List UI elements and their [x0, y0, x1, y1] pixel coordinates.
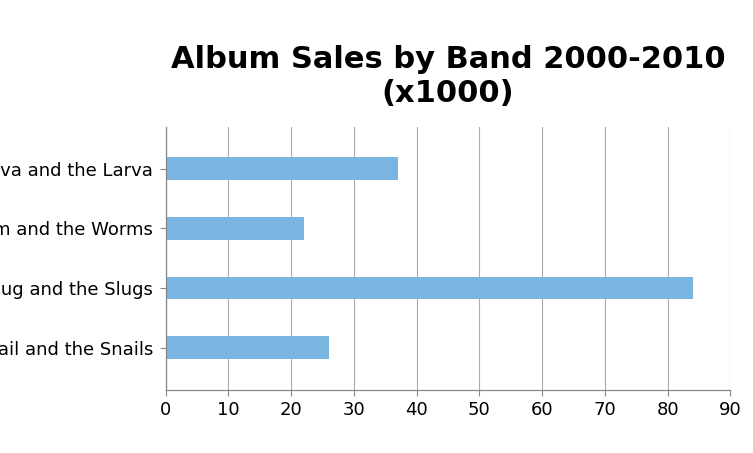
Bar	[166, 217, 303, 240]
Bar	[166, 157, 398, 180]
Bar	[166, 337, 329, 359]
Bar	[166, 277, 693, 299]
Title: Album Sales by Band 2000-2010
(x1000): Album Sales by Band 2000-2010 (x1000)	[171, 45, 725, 108]
